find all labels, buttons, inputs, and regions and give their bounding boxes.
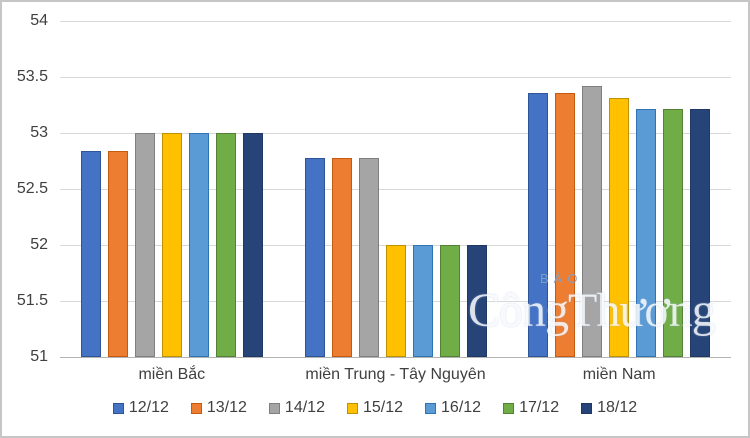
legend-swatch <box>425 402 437 414</box>
y-axis-tick-label: 54 <box>30 12 48 29</box>
bar <box>134 133 155 357</box>
bar <box>609 98 630 357</box>
category-label: miền Bắc <box>138 366 206 383</box>
category-label: miền Nam <box>582 366 656 383</box>
legend-item: 13/12 <box>190 399 247 417</box>
x-axis-line <box>60 357 731 358</box>
y-axis-tick-label: 53 <box>30 124 48 141</box>
bar <box>555 92 576 357</box>
y-axis-tick-label: 52 <box>30 236 48 253</box>
legend-item: 18/12 <box>581 399 637 417</box>
legend-item: 15/12 <box>346 399 404 417</box>
bar <box>188 133 209 357</box>
y-axis-tick-label: 51.5 <box>16 292 48 309</box>
bar <box>636 109 657 357</box>
bar <box>582 85 603 357</box>
bar <box>304 157 325 357</box>
gridline <box>60 189 731 190</box>
gridline <box>60 77 731 78</box>
legend-label: 16/12 <box>441 399 482 416</box>
bar <box>385 245 406 357</box>
bar <box>439 245 460 357</box>
bar <box>161 133 182 357</box>
legend-item: 16/12 <box>425 399 481 417</box>
legend-swatch <box>581 402 593 414</box>
chart-legend: 12/12 13/12 14/12 15/12 16/12 17/12 18/12 <box>2 399 748 417</box>
y-axis-tick-label: 52.5 <box>16 180 48 197</box>
legend-swatch <box>268 402 280 414</box>
bar <box>690 109 711 357</box>
gridline <box>60 133 731 134</box>
bar <box>663 109 684 357</box>
legend-item: 14/12 <box>268 399 325 417</box>
legend-swatch <box>112 402 124 414</box>
bar <box>331 157 352 357</box>
legend-label: 15/12 <box>362 399 404 416</box>
bar <box>215 133 236 357</box>
gridline <box>60 21 731 22</box>
bar <box>107 150 128 357</box>
legend-label: 13/12 <box>206 399 247 416</box>
legend-label: 18/12 <box>597 399 638 416</box>
legend-item: 12/12 <box>112 399 169 417</box>
legend-label: 17/12 <box>519 399 560 416</box>
y-axis-tick-label: 51 <box>30 348 48 365</box>
bar <box>412 245 433 357</box>
bar <box>80 150 101 357</box>
y-axis-tick-label: 53.5 <box>16 68 48 85</box>
bar <box>466 245 487 357</box>
bar <box>242 133 263 357</box>
legend-swatch <box>346 402 358 414</box>
category-label: miền Trung - Tây Nguyên <box>305 366 486 383</box>
legend-swatch <box>503 402 515 414</box>
legend-label: 14/12 <box>284 399 325 416</box>
bar <box>358 157 379 357</box>
legend-item: 17/12 <box>503 399 559 417</box>
bar <box>528 92 549 357</box>
legend-swatch <box>190 402 202 414</box>
legend-label: 12/12 <box>128 399 169 416</box>
